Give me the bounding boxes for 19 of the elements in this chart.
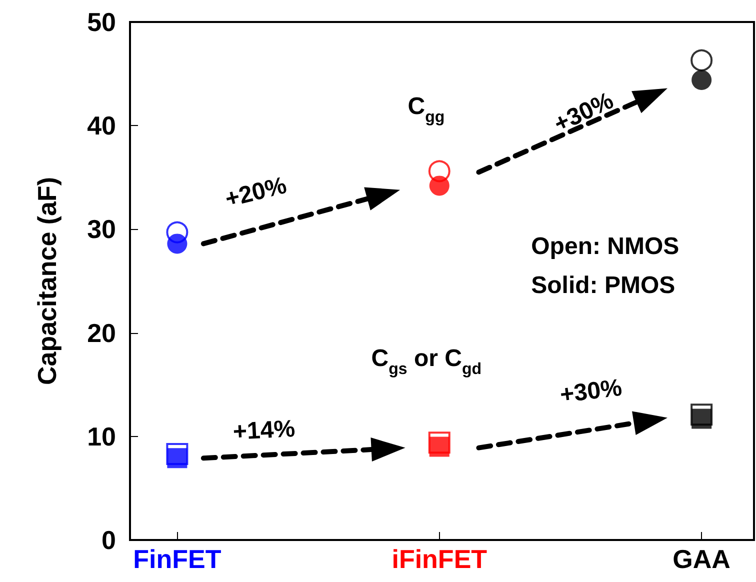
annotation: Solid: PMOS: [531, 272, 676, 300]
y-tick-label: 50: [87, 7, 116, 37]
annotation: C$_{gg}$: [408, 93, 445, 128]
y-tick-label: 30: [87, 214, 116, 244]
annotation: +30%: [550, 87, 618, 139]
x-tick-label: GAA: [672, 544, 731, 574]
annotation: Open: NMOS: [531, 232, 680, 261]
annotation: +20%: [222, 172, 290, 214]
y-tick-label: 10: [87, 421, 116, 452]
annotation: C$_{gs}$ or C$_{gd}$: [371, 344, 482, 379]
y-tick-label: 20: [87, 318, 116, 348]
annotation: +14%: [232, 416, 296, 447]
annotation: +30%: [558, 374, 624, 410]
y-tick-label: 40: [87, 110, 116, 141]
x-tick-label: iFinFET: [392, 544, 488, 574]
y-axis-title: Capacitance (aF): [32, 176, 62, 386]
point: [690, 49, 713, 72]
y-tick-label: 0: [102, 525, 116, 555]
x-tick-label: FinFET: [133, 544, 222, 574]
